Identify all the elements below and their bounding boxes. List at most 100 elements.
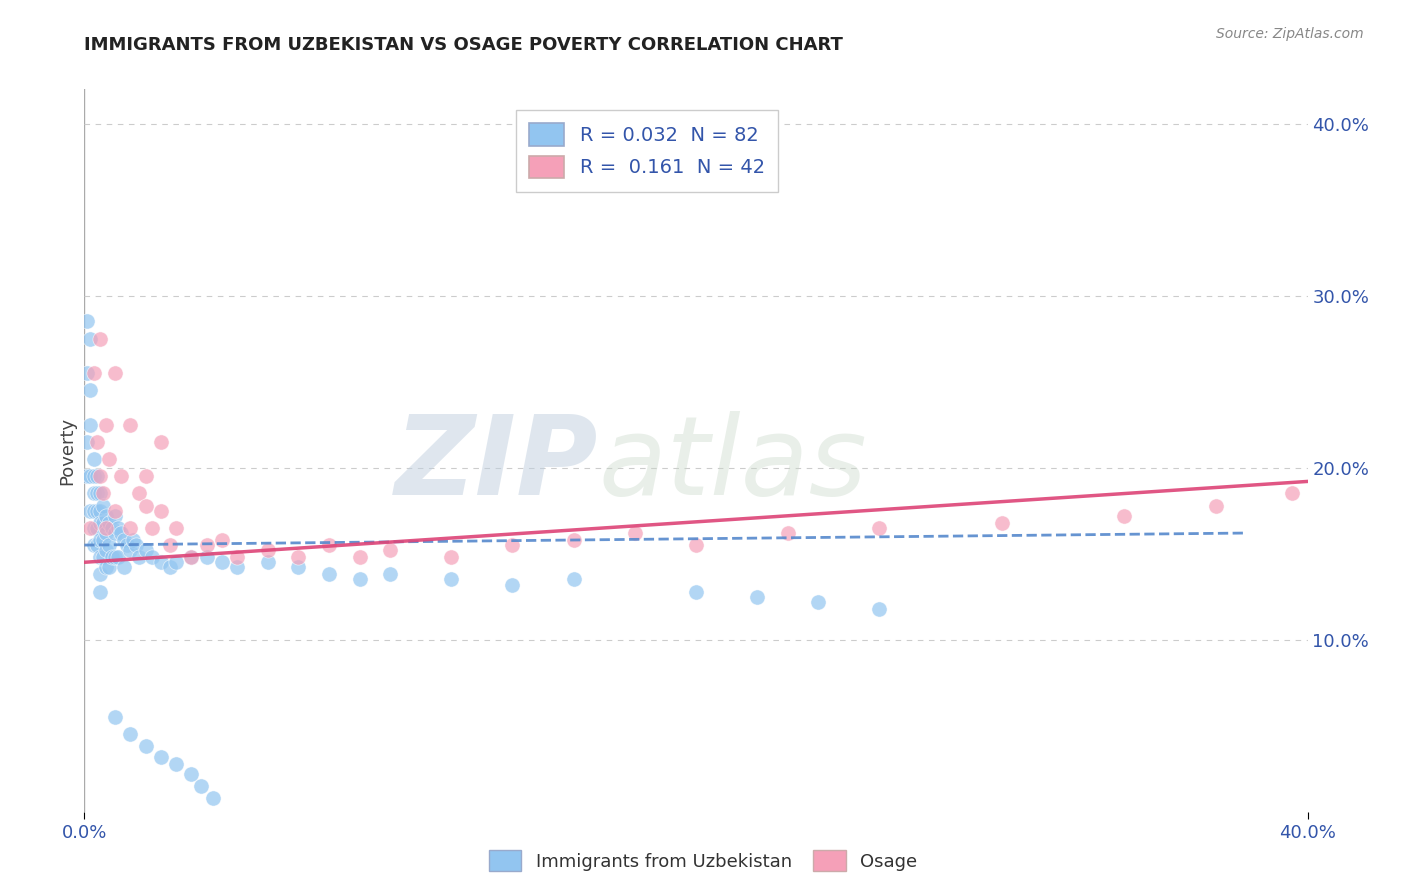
Point [135, 469, 157, 483]
Point [89, 584, 111, 599]
Point [685, 538, 707, 552]
Point [79, 521, 101, 535]
Point [76, 469, 98, 483]
Point [86, 469, 108, 483]
Point [94, 560, 117, 574]
Point [807, 595, 830, 609]
Point [91, 486, 114, 500]
Point [125, 538, 148, 552]
Point [776, 526, 799, 541]
Point [165, 555, 187, 569]
Point [287, 560, 309, 574]
Point [349, 550, 371, 565]
Point [97, 516, 120, 530]
Point [89, 469, 111, 483]
Point [135, 739, 157, 754]
Point [159, 538, 181, 552]
Point [257, 543, 280, 558]
Point [97, 452, 120, 467]
Point [104, 503, 127, 517]
Point [101, 521, 124, 535]
Point [89, 332, 111, 346]
Point [502, 577, 524, 591]
Point [149, 503, 172, 517]
Point [502, 538, 524, 552]
Point [83, 469, 105, 483]
Point [110, 526, 132, 541]
Point [165, 521, 187, 535]
Legend: R = 0.032  N = 82, R =  0.161  N = 42: R = 0.032 N = 82, R = 0.161 N = 42 [516, 110, 779, 192]
Point [86, 486, 108, 500]
Point [89, 503, 111, 517]
Point [135, 499, 157, 513]
Point [83, 486, 105, 500]
Text: ZIP: ZIP [395, 411, 598, 518]
Point [180, 550, 202, 565]
Point [128, 486, 150, 500]
Point [89, 567, 111, 582]
Point [94, 526, 117, 541]
Text: atlas: atlas [598, 411, 866, 518]
Point [624, 526, 647, 541]
Point [190, 779, 212, 793]
Point [115, 538, 138, 552]
Point [349, 573, 371, 587]
Point [76, 366, 98, 380]
Point [76, 434, 98, 449]
Point [869, 521, 891, 535]
Point [89, 516, 111, 530]
Point [94, 543, 117, 558]
Point [104, 526, 127, 541]
Point [440, 573, 463, 587]
Point [318, 538, 340, 552]
Point [120, 543, 142, 558]
Point [104, 710, 127, 724]
Point [94, 417, 117, 432]
Point [79, 417, 101, 432]
Point [86, 503, 108, 517]
Point [94, 508, 117, 523]
Point [89, 550, 111, 565]
Point [1114, 508, 1136, 523]
Point [211, 533, 233, 547]
Point [79, 332, 101, 346]
Point [120, 521, 142, 535]
Text: IMMIGRANTS FROM UZBEKISTAN VS OSAGE POVERTY CORRELATION CHART: IMMIGRANTS FROM UZBEKISTAN VS OSAGE POVE… [84, 36, 844, 54]
Point [107, 521, 129, 535]
Point [141, 550, 163, 565]
Point [991, 516, 1014, 530]
Point [747, 590, 769, 604]
Point [211, 555, 233, 569]
Point [122, 533, 145, 547]
Point [83, 503, 105, 517]
Point [91, 516, 114, 530]
Point [83, 366, 105, 380]
Point [1205, 499, 1227, 513]
Point [110, 469, 132, 483]
Point [107, 550, 129, 565]
Point [257, 555, 280, 569]
Point [79, 384, 101, 398]
Point [149, 749, 172, 764]
Point [318, 567, 340, 582]
Point [180, 550, 202, 565]
Point [91, 499, 114, 513]
Point [97, 560, 120, 574]
Point [86, 538, 108, 552]
Text: Source: ZipAtlas.com: Source: ZipAtlas.com [1216, 27, 1364, 41]
Point [562, 573, 585, 587]
Point [83, 538, 105, 552]
Point [287, 550, 309, 565]
Point [104, 550, 127, 565]
Point [195, 550, 218, 565]
Point [226, 550, 249, 565]
Y-axis label: Poverty: Poverty [58, 417, 76, 484]
Point [76, 314, 98, 328]
Point [86, 434, 108, 449]
Point [94, 521, 117, 535]
Point [83, 452, 105, 467]
Point [120, 417, 142, 432]
Point [89, 533, 111, 547]
Legend: Immigrants from Uzbekistan, Osage: Immigrants from Uzbekistan, Osage [481, 843, 925, 879]
Point [97, 538, 120, 552]
